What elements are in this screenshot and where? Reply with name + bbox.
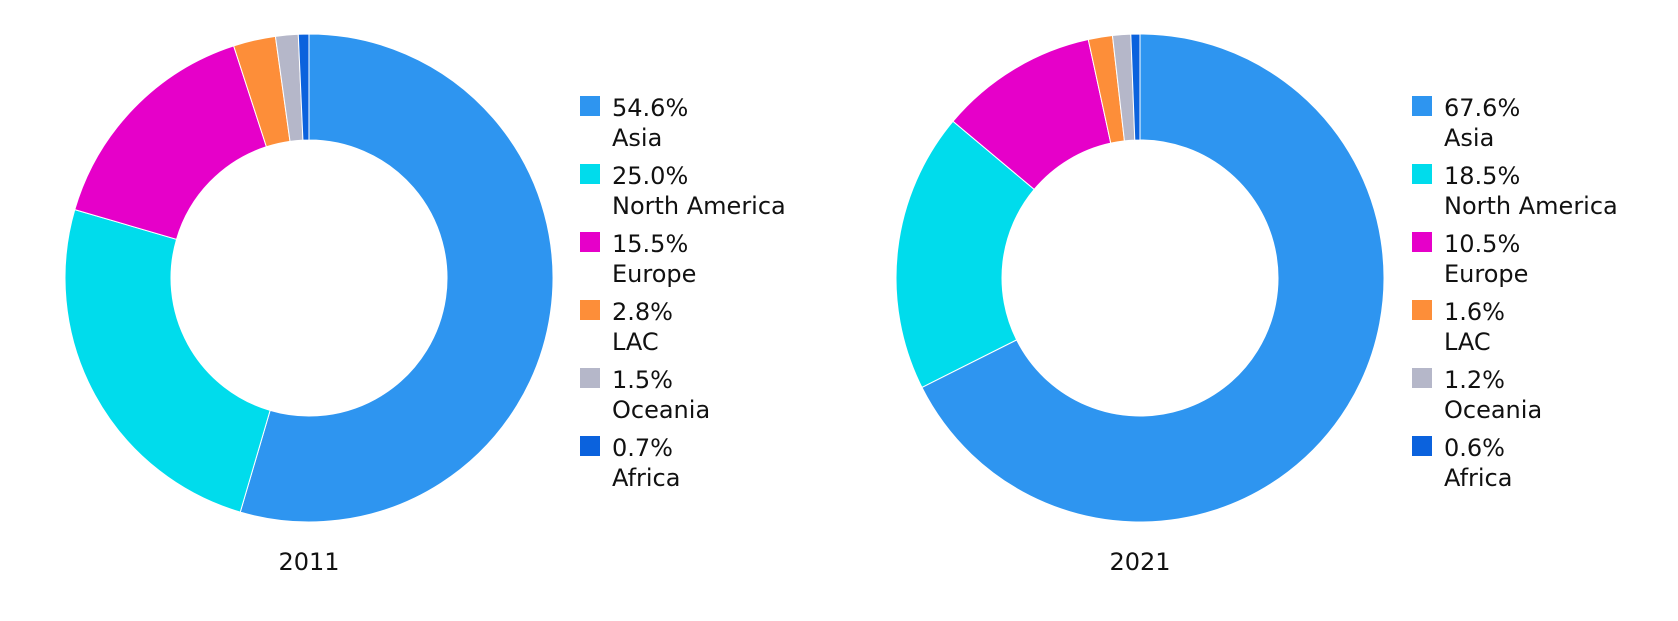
donut-chart-2011: 54.6%Asia 25.0%North America 15.5%Europe 2.… xyxy=(64,33,786,576)
legend-label-asia-2011: Asia xyxy=(612,124,662,152)
donut-chart-2021: 67.6%Asia 18.5%North America 10.5%Europe 1.… xyxy=(895,33,1618,576)
legend-label-europe-2021: Europe xyxy=(1444,260,1528,288)
legend-label-lac-2011: LAC xyxy=(612,328,659,356)
chart-caption-2021: 2021 xyxy=(1109,548,1170,576)
legend-label-north-america-2021: North America xyxy=(1444,192,1618,220)
legend-swatch-asia-2021 xyxy=(1412,96,1432,116)
legend-value-africa-2011: 0.7% xyxy=(612,434,673,462)
legend-swatch-europe-2021 xyxy=(1412,232,1432,252)
chart-caption-2011: 2011 xyxy=(278,548,339,576)
slice-europe-2011 xyxy=(74,45,268,240)
legend-swatch-north-america-2011 xyxy=(580,164,600,184)
legend-label-africa-2011: Africa xyxy=(612,464,680,492)
slice-asia-2021 xyxy=(921,33,1385,523)
legend-label-asia-2021: Asia xyxy=(1444,124,1494,152)
legend-value-asia-2021: 67.6% xyxy=(1444,94,1520,122)
legend-label-europe-2011: Europe xyxy=(612,260,696,288)
slice-north-america-2021 xyxy=(895,120,1035,389)
slice-north-america-2011 xyxy=(64,209,271,513)
legend-swatch-africa-2021 xyxy=(1412,436,1432,456)
legend-swatch-lac-2011 xyxy=(580,300,600,320)
slice-africa-2021 xyxy=(1130,33,1141,141)
legend-label-north-america-2011: North America xyxy=(612,192,786,220)
legend-swatch-africa-2011 xyxy=(580,436,600,456)
legend-value-lac-2021: 1.6% xyxy=(1444,298,1505,326)
slice-asia-2011 xyxy=(239,33,554,523)
legend-value-oceania-2021: 1.2% xyxy=(1444,366,1505,394)
legend-value-europe-2011: 15.5% xyxy=(612,230,688,258)
legend-label-africa-2021: Africa xyxy=(1444,464,1512,492)
legend-label-oceania-2021: Oceania xyxy=(1444,396,1542,424)
legend-value-lac-2011: 2.8% xyxy=(612,298,673,326)
legend-swatch-europe-2011 xyxy=(580,232,600,252)
legend-value-oceania-2011: 1.5% xyxy=(612,366,673,394)
legend-value-europe-2021: 10.5% xyxy=(1444,230,1520,258)
legend-swatch-oceania-2021 xyxy=(1412,368,1432,388)
legend-swatch-north-america-2021 xyxy=(1412,164,1432,184)
legend-swatch-oceania-2011 xyxy=(580,368,600,388)
legend-value-north-america-2021: 18.5% xyxy=(1444,162,1520,190)
slice-africa-2011 xyxy=(297,33,310,141)
legend-value-north-america-2011: 25.0% xyxy=(612,162,688,190)
legend-value-asia-2011: 54.6% xyxy=(612,94,688,122)
legend-swatch-asia-2011 xyxy=(580,96,600,116)
legend-label-lac-2021: LAC xyxy=(1444,328,1491,356)
legend-swatch-lac-2021 xyxy=(1412,300,1432,320)
legend-label-oceania-2011: Oceania xyxy=(612,396,710,424)
legend-value-africa-2021: 0.6% xyxy=(1444,434,1505,462)
